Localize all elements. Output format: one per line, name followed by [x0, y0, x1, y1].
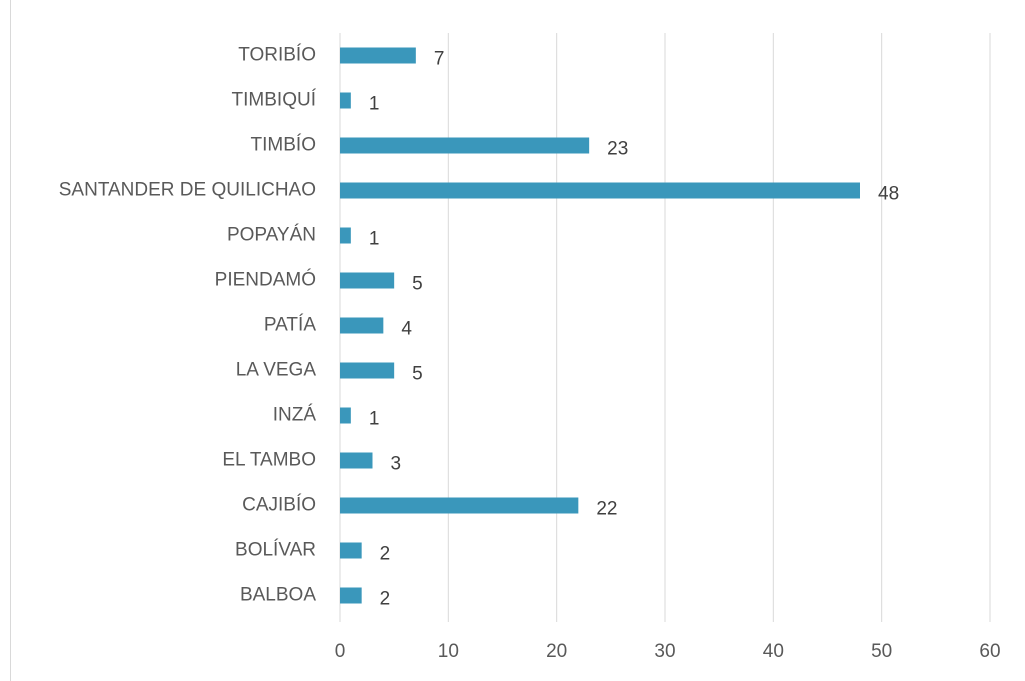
y-tick-label: TIMBÍO [251, 135, 316, 156]
x-tick-label: 20 [546, 641, 567, 662]
y-tick-label: BALBOA [240, 585, 316, 606]
y-tick-label: TIMBIQUÍ [232, 90, 317, 111]
bar [340, 47, 416, 64]
data-label: 7 [434, 49, 445, 70]
data-label: 5 [412, 274, 423, 295]
bar [340, 227, 351, 244]
x-tick-label: 0 [335, 641, 346, 662]
data-label: 2 [380, 544, 391, 565]
x-tick-label: 40 [763, 641, 784, 662]
data-label: 23 [607, 139, 628, 160]
bar [340, 407, 351, 424]
y-tick-label: LA VEGA [236, 360, 317, 381]
y-tick-label: PATÍA [264, 315, 316, 336]
bar [340, 452, 373, 469]
y-tick-label: PIENDAMÓ [215, 269, 316, 291]
bar [340, 317, 384, 334]
x-tick-label: 60 [979, 641, 1000, 662]
bar [340, 92, 351, 109]
x-tick-label: 50 [871, 641, 892, 662]
data-label: 48 [878, 184, 899, 205]
data-label: 22 [596, 499, 617, 520]
x-tick-label: 10 [438, 641, 459, 662]
data-label: 2 [380, 589, 391, 610]
y-tick-label: SANTANDER DE QUILICHAO [59, 180, 316, 201]
data-label: 4 [401, 319, 412, 340]
bar [340, 542, 362, 559]
y-tick-label: EL TAMBO [222, 450, 316, 471]
bar [340, 137, 590, 154]
x-tick-label: 30 [654, 641, 675, 662]
data-label: 1 [369, 94, 380, 115]
y-tick-label: POPAYÁN [227, 225, 316, 246]
data-label: 3 [391, 454, 402, 475]
y-tick-label: CAJIBÍO [242, 495, 316, 516]
y-tick-label: BOLÍVAR [235, 540, 316, 561]
bar [340, 587, 362, 604]
bar [340, 272, 395, 289]
data-label: 5 [412, 364, 423, 385]
bar [340, 182, 860, 199]
bar [340, 497, 579, 514]
y-tick-label: TORIBÍO [238, 45, 316, 66]
y-tick-label: INZÁ [273, 405, 317, 426]
data-label: 1 [369, 229, 380, 250]
data-label: 1 [369, 409, 380, 430]
bar [340, 362, 395, 379]
